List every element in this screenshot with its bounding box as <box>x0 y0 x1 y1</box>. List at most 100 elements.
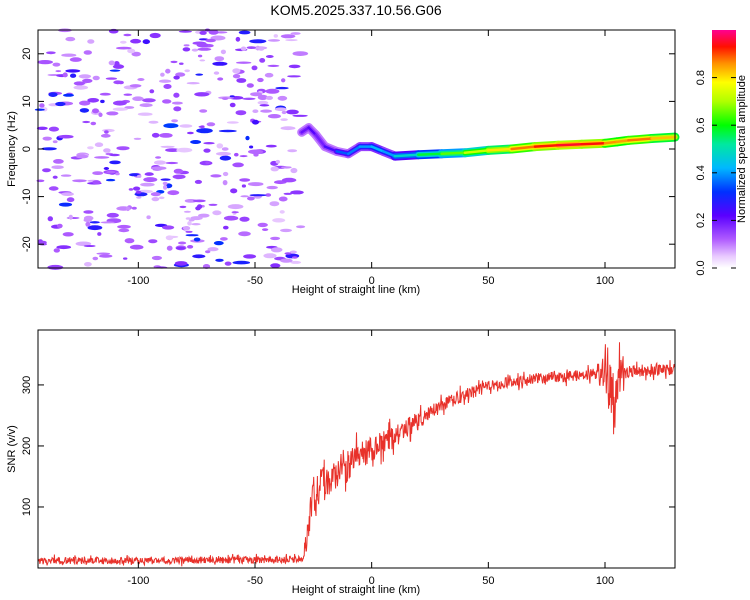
noise-blob <box>242 97 256 101</box>
y-tick-label: -10 <box>21 189 33 205</box>
noise-blob <box>240 46 247 51</box>
noise-blob <box>184 69 190 73</box>
noise-blob <box>113 100 127 106</box>
noise-blob <box>215 258 224 262</box>
noise-blob <box>236 61 252 64</box>
y-tick-label: 20 <box>21 48 33 60</box>
noise-blob <box>199 59 206 62</box>
noise-blob <box>199 109 208 113</box>
noise-blob <box>90 121 97 126</box>
noise-blob <box>109 160 121 165</box>
noise-blob <box>286 109 299 115</box>
noise-blob <box>118 228 130 233</box>
noise-blob <box>289 250 297 254</box>
noise-blob <box>125 206 130 212</box>
noise-blob <box>238 30 251 35</box>
noise-blob <box>149 32 161 39</box>
noise-blob <box>226 121 239 124</box>
noise-blob <box>173 106 182 112</box>
noise-blob <box>205 161 210 165</box>
noise-blob <box>148 120 159 124</box>
noise-blob <box>73 85 89 90</box>
noise-blob <box>56 245 72 250</box>
noise-blob <box>221 147 229 151</box>
noise-blob <box>127 48 136 54</box>
noise-blob <box>129 84 142 88</box>
noise-blob <box>162 225 175 230</box>
noise-blob <box>287 149 298 153</box>
noise-blob <box>84 262 92 267</box>
noise-blob <box>203 148 211 153</box>
noise-blob <box>191 223 201 226</box>
noise-blob <box>165 148 180 153</box>
ridge-core-segment <box>382 150 397 158</box>
noise-blob <box>292 114 308 117</box>
noise-blob <box>154 160 166 165</box>
noise-blob <box>292 51 309 56</box>
noise-blob <box>162 181 168 186</box>
y-tick-label: 300 <box>21 376 33 394</box>
ridge-core-segment <box>323 145 338 153</box>
x-tick-label: 50 <box>482 575 494 587</box>
noise-blob <box>62 72 68 78</box>
noise-blob <box>259 104 270 107</box>
noise-blob <box>144 172 154 176</box>
noise-blob <box>178 241 187 245</box>
noise-blob <box>234 152 239 157</box>
ridge-core-segment <box>314 133 327 148</box>
noise-blob <box>194 179 202 184</box>
noise-blob <box>100 133 111 138</box>
noise-blob <box>264 72 274 78</box>
noise-blob <box>97 232 102 236</box>
noise-blob <box>185 230 193 233</box>
noise-blob <box>130 38 142 44</box>
noise-blob <box>284 252 292 255</box>
noise-blob <box>58 134 74 139</box>
noise-blob <box>194 92 210 97</box>
noise-blob <box>281 78 286 83</box>
ridge-core-segment <box>580 142 607 146</box>
noise-blob <box>163 184 168 190</box>
noise-blob <box>267 64 280 67</box>
ridge-core-segment <box>370 145 385 153</box>
noise-blob <box>174 261 188 266</box>
noise-blob <box>265 95 273 100</box>
ridge-core-segment <box>307 126 317 136</box>
y-tick-label: 200 <box>21 437 33 455</box>
noise-blob <box>165 161 179 165</box>
snr-y-ticks: 100 200 300 <box>21 376 675 516</box>
noise-blob <box>123 33 132 37</box>
noise-blob <box>178 30 192 33</box>
noise-blob <box>150 166 167 170</box>
noise-blob <box>277 95 288 101</box>
noise-blob <box>83 210 94 214</box>
noise-blob <box>195 73 204 76</box>
y-tick-label: 100 <box>21 498 33 516</box>
noise-blob <box>275 86 289 90</box>
noise-blob <box>103 167 110 170</box>
spectrogram-noise-layer <box>34 28 309 270</box>
noise-blob <box>92 256 99 261</box>
noise-blob <box>160 145 175 148</box>
ridge-core-segment <box>440 151 467 156</box>
colorbar: 0.0 0.2 0.4 0.6 0.8 Normalized spectral ampl… <box>695 30 748 276</box>
noise-blob <box>137 112 153 116</box>
noise-blob <box>142 98 156 103</box>
noise-blob <box>176 246 186 250</box>
noise-blob <box>129 244 144 250</box>
noise-blob <box>98 112 103 118</box>
noise-blob <box>165 235 174 241</box>
noise-blob <box>173 168 184 174</box>
y-tick-label: -20 <box>21 236 33 252</box>
noise-blob <box>139 103 153 108</box>
noise-blob <box>150 192 161 197</box>
noise-blob <box>117 224 131 229</box>
noise-blob <box>113 80 123 85</box>
noise-blob <box>56 223 63 229</box>
noise-blob <box>259 58 266 63</box>
spectrogram-ridge-layer <box>297 123 680 161</box>
noise-blob <box>249 194 267 197</box>
snr-x-ticks: -100 -50 0 50 100 <box>127 330 614 587</box>
noise-blob <box>73 81 86 86</box>
spectrogram-x-ticks: -100 -50 0 50 100 <box>127 30 614 287</box>
